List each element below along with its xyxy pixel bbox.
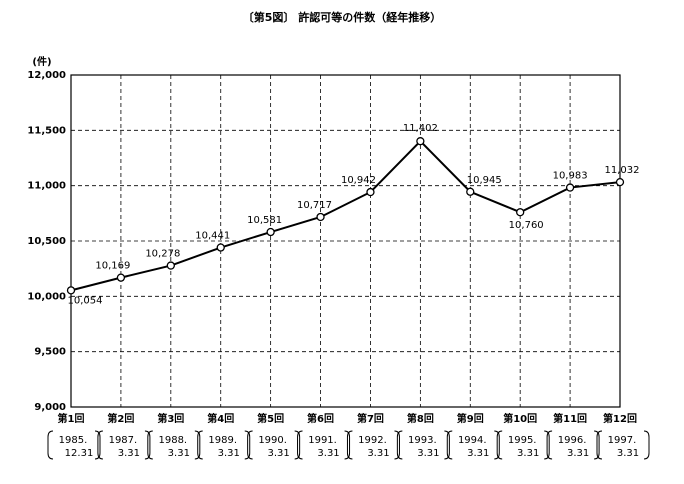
x-date-label: 1990.	[258, 435, 287, 446]
value-label: 10,942	[341, 175, 376, 186]
bracket	[396, 430, 450, 460]
x-date-label: 3.31	[517, 448, 539, 459]
plot-frame	[70, 74, 621, 408]
y-tick-label: 10,000	[27, 291, 66, 302]
y-tick-label: 9,500	[34, 347, 66, 358]
x-date-label: 3.31	[168, 448, 190, 459]
value-label: 10,983	[553, 171, 588, 182]
x-date-label: 1997.	[608, 435, 637, 446]
value-label: 10,054	[68, 295, 103, 306]
value-label: 10,945	[467, 175, 502, 186]
bracket	[47, 430, 101, 460]
value-label: 10,278	[145, 249, 180, 260]
bracket	[596, 430, 650, 460]
point	[565, 183, 575, 192]
x-date-label: 1992.	[358, 435, 387, 446]
x-tick-label: 第7回	[357, 412, 384, 425]
value-label: 10,169	[95, 261, 130, 272]
chart-title: 〔第5図〕 許認可等の件数（経年推移）	[243, 10, 441, 24]
x-date-label: 1994.	[458, 435, 487, 446]
point	[416, 137, 425, 146]
x-tick-label: 第11回	[553, 412, 587, 425]
x-tick-label: 第10回	[503, 412, 537, 425]
point	[216, 243, 225, 252]
bracket	[546, 430, 600, 460]
y-tick-label: 10,500	[27, 236, 66, 247]
x-tick-label: 第2回	[107, 412, 134, 425]
bracket	[446, 430, 500, 460]
x-date-label: 3.31	[218, 448, 240, 459]
bracket	[147, 430, 201, 460]
value-label: 10,717	[297, 200, 332, 211]
y-tick-label: 11,500	[27, 125, 66, 136]
x-date-label: 1995.	[508, 435, 537, 446]
point	[266, 227, 275, 237]
x-date-label: 1993.	[408, 435, 437, 446]
x-date-label: 3.31	[567, 448, 589, 459]
value-label: 10,760	[509, 220, 544, 231]
x-tick-label: 第8回	[407, 412, 434, 425]
x-date-label: 1987.	[109, 435, 138, 446]
x-date-label: 1985.	[59, 435, 88, 446]
y-unit: (件)	[32, 55, 51, 68]
bracket	[247, 430, 301, 460]
bracket	[297, 430, 351, 460]
value-label: 10,581	[247, 215, 282, 226]
y-tick-label: 12,000	[27, 70, 66, 81]
x-date-label: 3.31	[617, 448, 639, 459]
value-label: 11,032	[605, 165, 640, 176]
y-tick-label: 11,000	[27, 181, 66, 192]
x-tick-label: 第1回	[58, 412, 85, 425]
x-tick-label: 第3回	[157, 412, 184, 425]
x-date-label: 3.31	[317, 448, 339, 459]
value-label: 10,441	[195, 231, 230, 242]
x-date-label: 1989.	[208, 435, 237, 446]
bracket	[496, 430, 550, 460]
x-tick-label: 第5回	[257, 412, 284, 425]
point	[516, 208, 525, 217]
x-date-label: 3.31	[268, 448, 290, 459]
point	[615, 177, 625, 187]
x-date-label: 1988.	[158, 435, 187, 446]
x-date-label: 3.31	[467, 448, 489, 459]
x-date-label: 12.31	[65, 448, 94, 459]
point	[366, 187, 375, 197]
line	[70, 139, 621, 292]
y-tick-label: 9,000	[34, 402, 66, 413]
bracket	[197, 430, 251, 460]
x-tick-label: 第6回	[307, 412, 334, 425]
point	[116, 273, 126, 282]
x-tick-label: 第4回	[207, 412, 234, 425]
x-date-label: 3.31	[367, 448, 389, 459]
bracket	[97, 430, 151, 460]
x-date-label: 3.31	[118, 448, 140, 459]
x-date-label: 1996.	[558, 435, 587, 446]
bracket	[346, 430, 400, 460]
x-tick-label: 第12回	[603, 412, 637, 425]
x-date-label: 1991.	[308, 435, 337, 446]
point	[166, 261, 175, 270]
value-label: 11,402	[403, 123, 438, 134]
x-tick-label: 第9回	[457, 412, 484, 425]
point	[66, 286, 76, 295]
x-date-label: 3.31	[417, 448, 439, 459]
point	[466, 187, 475, 196]
point	[316, 212, 325, 222]
